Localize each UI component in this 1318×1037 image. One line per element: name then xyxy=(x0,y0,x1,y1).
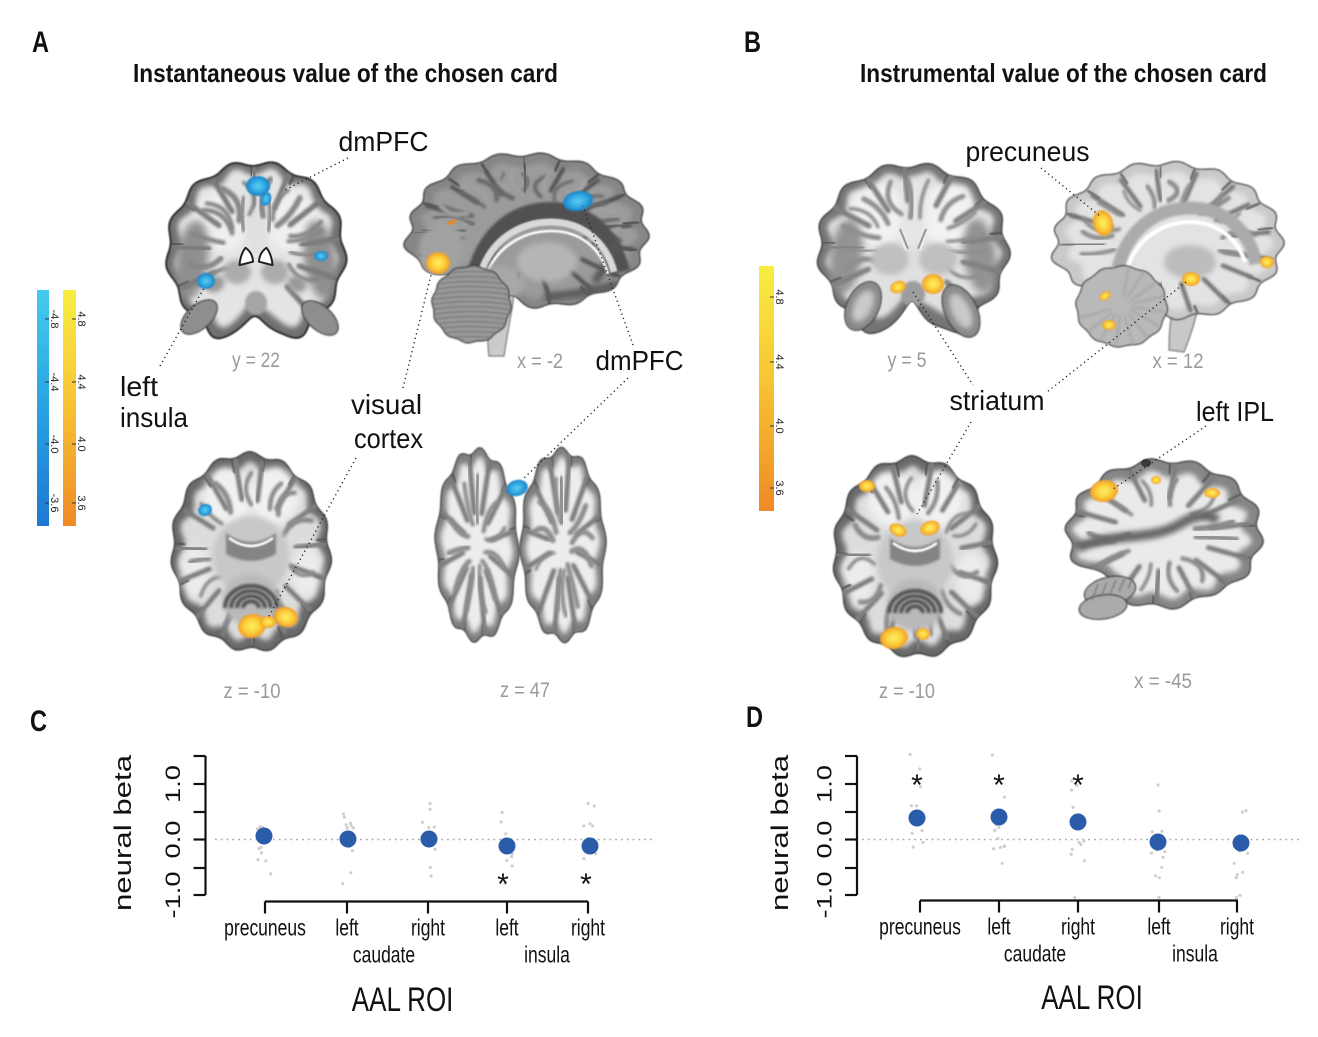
svg-text:y = 22: y = 22 xyxy=(232,349,280,372)
svg-text:4.8: 4.8 xyxy=(773,289,785,304)
svg-text:3.6: 3.6 xyxy=(75,495,87,510)
svg-text:left: left xyxy=(987,915,1011,940)
svg-text:neural beta: neural beta xyxy=(110,754,137,911)
svg-text:z = -10: z = -10 xyxy=(224,680,281,703)
svg-text:0.0: 0.0 xyxy=(162,821,185,859)
svg-text:D: D xyxy=(746,701,763,734)
svg-text:Instantaneous value of the cho: Instantaneous value of the chosen card xyxy=(133,58,558,88)
svg-text:-1.0: -1.0 xyxy=(813,871,836,918)
svg-text:1.0: 1.0 xyxy=(162,765,185,803)
svg-text:left: left xyxy=(495,916,519,941)
svg-text:-4.8: -4.8 xyxy=(48,310,60,329)
svg-text:right: right xyxy=(571,916,605,941)
svg-text:precuneus: precuneus xyxy=(879,915,961,940)
svg-text:z = 47: z = 47 xyxy=(500,679,550,702)
svg-text:*: * xyxy=(911,769,923,802)
svg-text:4.0: 4.0 xyxy=(773,418,785,433)
svg-text:-4.4: -4.4 xyxy=(48,373,60,392)
svg-text:-4.0: -4.0 xyxy=(48,435,60,454)
svg-text:3.6: 3.6 xyxy=(773,480,785,495)
svg-text:z = -10: z = -10 xyxy=(879,680,935,703)
svg-text:dmPFC: dmPFC xyxy=(339,126,429,157)
svg-text:left: left xyxy=(120,371,158,402)
svg-text:4.8: 4.8 xyxy=(75,311,87,326)
svg-text:insula: insula xyxy=(1172,942,1218,967)
svg-text:right: right xyxy=(411,916,445,941)
svg-text:4.4: 4.4 xyxy=(773,354,785,369)
svg-text:*: * xyxy=(1072,769,1084,802)
svg-text:C: C xyxy=(30,705,47,738)
svg-text:right: right xyxy=(1220,915,1254,940)
svg-text:AAL ROI: AAL ROI xyxy=(1041,980,1143,1017)
svg-text:dmPFC: dmPFC xyxy=(596,345,684,376)
svg-text:*: * xyxy=(580,868,592,901)
svg-text:caudate: caudate xyxy=(353,943,415,968)
svg-text:neural beta: neural beta xyxy=(767,754,794,911)
svg-text:4.0: 4.0 xyxy=(75,436,87,451)
svg-text:-3.6: -3.6 xyxy=(48,494,60,513)
svg-text:caudate: caudate xyxy=(1004,942,1066,967)
svg-text:insula: insula xyxy=(524,943,570,968)
svg-text:visual: visual xyxy=(351,389,422,420)
svg-text:0.0: 0.0 xyxy=(813,821,836,859)
svg-text:insula: insula xyxy=(120,402,188,433)
svg-text:4.4: 4.4 xyxy=(75,374,87,389)
svg-text:*: * xyxy=(497,868,509,901)
svg-text:x = -2: x = -2 xyxy=(517,350,563,373)
svg-text:1.0: 1.0 xyxy=(813,765,836,803)
svg-text:precuneus: precuneus xyxy=(966,136,1090,167)
svg-text:left IPL: left IPL xyxy=(1196,396,1274,427)
svg-text:x = -45: x = -45 xyxy=(1134,670,1192,693)
svg-text:Instrumental value of the chos: Instrumental value of the chosen card xyxy=(860,58,1267,88)
svg-text:cortex: cortex xyxy=(354,423,423,454)
svg-text:left: left xyxy=(1147,915,1171,940)
svg-text:AAL ROI: AAL ROI xyxy=(352,982,454,1019)
svg-text:precuneus: precuneus xyxy=(224,916,306,941)
svg-text:B: B xyxy=(744,26,761,59)
svg-text:y = 5: y = 5 xyxy=(888,349,927,372)
svg-text:x = 12: x = 12 xyxy=(1153,350,1204,373)
svg-text:*: * xyxy=(993,769,1005,802)
svg-text:right: right xyxy=(1061,915,1095,940)
svg-text:-1.0: -1.0 xyxy=(162,871,185,918)
svg-text:A: A xyxy=(32,26,49,59)
svg-text:striatum: striatum xyxy=(950,385,1045,416)
svg-text:left: left xyxy=(335,916,359,941)
